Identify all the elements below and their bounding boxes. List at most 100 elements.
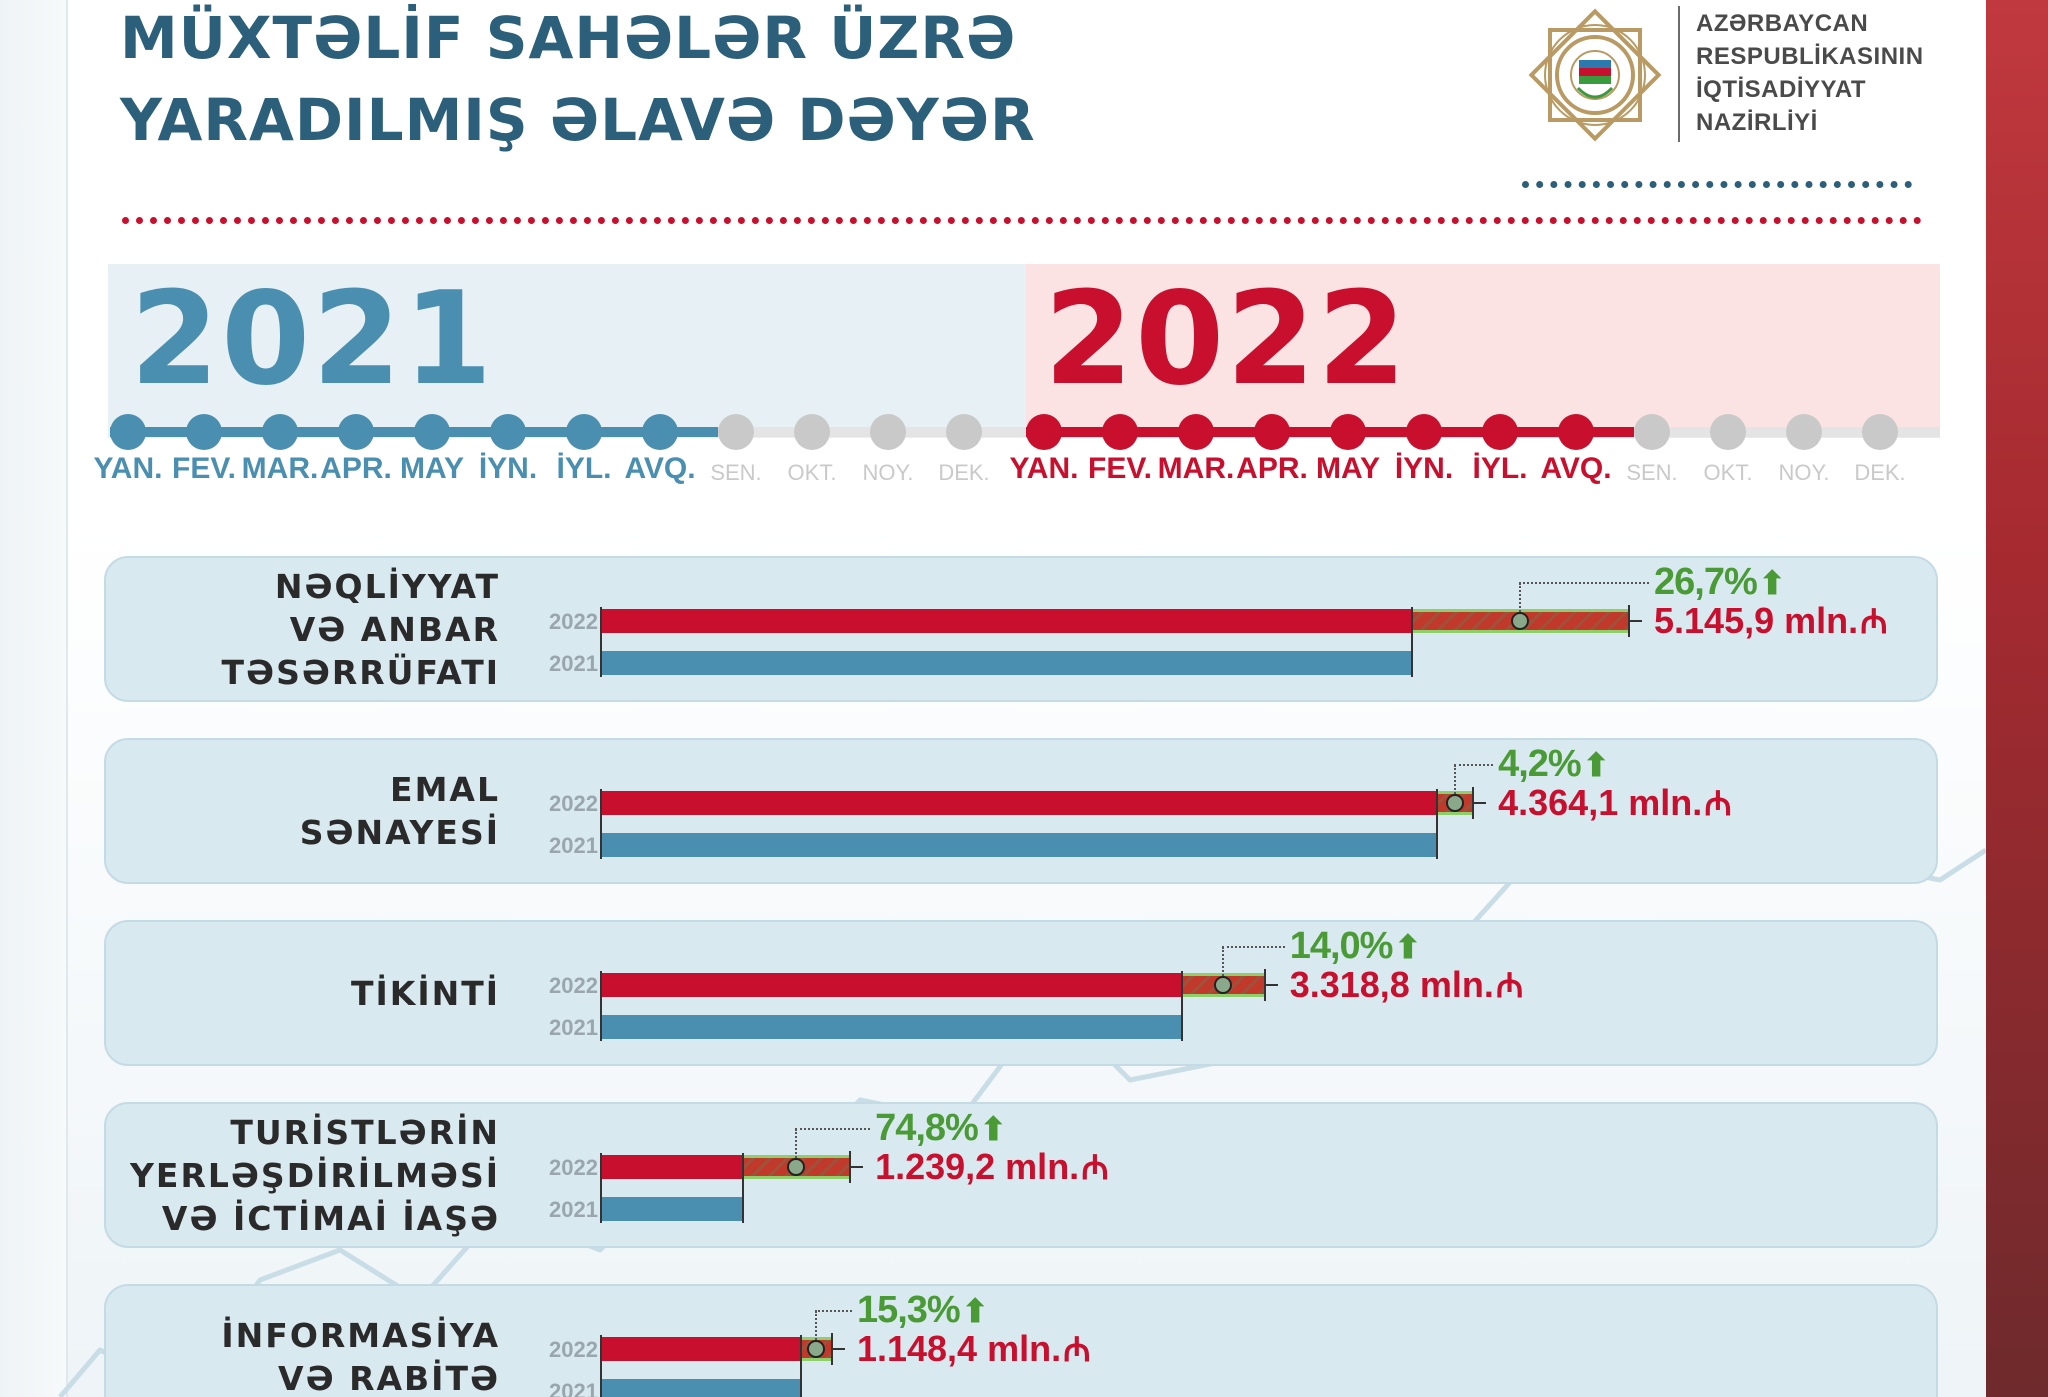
ministry-name-line-3: İQTİSADİYYAT (1696, 76, 1867, 103)
timeline-dot-2021-10 (794, 414, 830, 450)
timeline-dot-2022-4 (1254, 414, 1290, 450)
bar-axis-line (600, 789, 602, 859)
month-label-2022-10: OKT. (1703, 460, 1753, 485)
bar-2022-end-dash (851, 1166, 864, 1168)
timeline-dot-2022-11 (1786, 414, 1822, 450)
bar-2021-end-tick (1410, 607, 1413, 677)
manat-currency-icon: ₼ (1704, 785, 1732, 823)
bar-2021-end-tick (799, 1335, 802, 1397)
category-label-line: İNFORMASİYA (221, 1316, 500, 1355)
bar-2022 (602, 609, 1412, 633)
growth-percent-value: 15,3% (856, 1289, 961, 1331)
bar-2022-end-tick (1472, 787, 1475, 819)
month-label-2022-11: NOY. (1778, 460, 1830, 485)
month-label-2021-10: OKT. (787, 460, 837, 485)
series-label-2022: 2022 (549, 791, 598, 816)
ministry-emblem (1528, 8, 1662, 142)
growth-marker (806, 1340, 825, 1358)
category-label-line: YERLƏŞDİRİLMƏSİ (130, 1155, 500, 1195)
timeline-dot-2021-9 (718, 414, 754, 450)
growth-percent-value: 14,0% (1289, 925, 1394, 967)
amount-2022: 3.318,8 mln.₼ (1289, 964, 1524, 1005)
ministry-dotted-line (1522, 181, 1912, 188)
bar-2022-end-tick (830, 1333, 833, 1365)
month-label-2021-12: DEK. (938, 460, 990, 485)
manat-currency-icon: ₼ (1081, 1149, 1109, 1187)
timeline-dot-2021-6 (490, 414, 526, 450)
bar-2022 (602, 1155, 744, 1179)
timeline-dot-2022-7 (1482, 414, 1518, 450)
amount-2022-value: 4.364,1 mln. (1498, 782, 1703, 823)
left-divider-line (66, 0, 68, 1397)
month-label-2022-12: DEK. (1854, 460, 1906, 485)
bar-2022-end-dash (832, 1348, 845, 1350)
timeline-dot-2021-4 (338, 414, 374, 450)
timeline-dot-2022-6 (1406, 414, 1442, 450)
timeline-dot-2021-11 (870, 414, 906, 450)
bar-2021 (602, 1379, 801, 1397)
bar-2021-end-tick (1181, 971, 1184, 1041)
timeline-dot-2021-8 (642, 414, 678, 450)
growth-percent: 26,7%⬆ (1654, 561, 1786, 603)
up-arrow-icon: ⬆ (961, 1293, 989, 1329)
month-label-2022-7: İYL. (1472, 452, 1528, 485)
ministry-name-line-1: AZƏRBAYCAN (1696, 10, 1869, 37)
growth-marker (1510, 612, 1529, 630)
bar-axis-line (600, 607, 602, 677)
leader-line-horizontal (1222, 946, 1285, 948)
month-label-2022-3: MAR. (1157, 452, 1235, 485)
year-2021-panel (108, 264, 1026, 438)
timeline-dot-2021-2 (186, 414, 222, 450)
timeline-dot-2022-8 (1558, 414, 1594, 450)
bar-2022-end-dash (1265, 984, 1278, 986)
up-arrow-icon: ⬆ (1582, 747, 1610, 783)
timeline-dot-2022-2 (1102, 414, 1138, 450)
amount-2022: 1.239,2 mln.₼ (875, 1149, 1109, 1187)
growth-percent: 14,0%⬆ (1289, 925, 1422, 967)
month-label-2021-5: MAY (400, 452, 464, 485)
category-label-line: EMAL (390, 770, 500, 809)
amount-2022-value: 5.145,9 mln. (1654, 600, 1859, 641)
ministry-name-line-4: NAZİRLİYİ (1696, 109, 1818, 136)
month-label-2022-2: FEV. (1088, 452, 1152, 485)
up-arrow-icon: ⬆ (1758, 565, 1786, 601)
leader-line-horizontal (1518, 582, 1649, 584)
series-label-2022: 2022 (549, 973, 598, 998)
month-label-2021-4: APR. (320, 452, 392, 485)
month-label-2021-11: NOY. (862, 460, 914, 485)
bar-2022 (602, 791, 1438, 815)
month-label-2021-8: AVQ. (624, 452, 696, 485)
bar-2022-end-dash (1630, 620, 1642, 622)
growth-percent-value: 4,2% (1498, 743, 1582, 785)
month-label-2021-2: FEV. (172, 452, 236, 485)
manat-currency-icon: ₼ (1860, 603, 1888, 641)
amount-2022-value: 3.318,8 mln. (1289, 964, 1494, 1005)
leader-line-vertical (795, 1129, 798, 1158)
right-decor-strip (1986, 0, 2048, 1397)
month-label-2021-1: YAN. (93, 452, 163, 485)
bar-axis-line (600, 1335, 602, 1397)
month-label-2022-5: MAY (1316, 452, 1380, 485)
timeline-dot-2022-3 (1178, 414, 1214, 450)
month-label-2022-4: APR. (1236, 452, 1308, 485)
series-label-2021: 2021 (549, 1015, 598, 1040)
bar-2022 (602, 1337, 801, 1361)
growth-percent: 15,3%⬆ (856, 1289, 989, 1331)
timeline-dot-2022-10 (1710, 414, 1746, 450)
bar-2022-end-dash (1474, 802, 1487, 804)
year-2021-label: 2021 (130, 265, 495, 414)
leader-line-horizontal (1453, 764, 1494, 766)
timeline-dot-2021-5 (414, 414, 450, 450)
month-label-2021-6: İYN. (478, 452, 538, 485)
page-title-line-2: YARADILMIŞ ƏLAVƏ DƏYƏR (120, 86, 1036, 154)
manat-currency-icon: ₼ (1495, 967, 1524, 1005)
timeline-dot-2021-12 (946, 414, 982, 450)
page-title-line-1: MÜXTƏLİF SAHƏLƏR ÜZRƏ (120, 4, 1017, 72)
amount-2022-value: 1.148,4 mln. (856, 1328, 1062, 1369)
category-label-line: VƏ RABİTƏ (278, 1359, 500, 1397)
series-label-2021: 2021 (549, 651, 598, 676)
growth-marker (1214, 976, 1233, 994)
growth-percent-value: 26,7% (1654, 561, 1758, 603)
timeline-dot-2022-12 (1862, 414, 1898, 450)
